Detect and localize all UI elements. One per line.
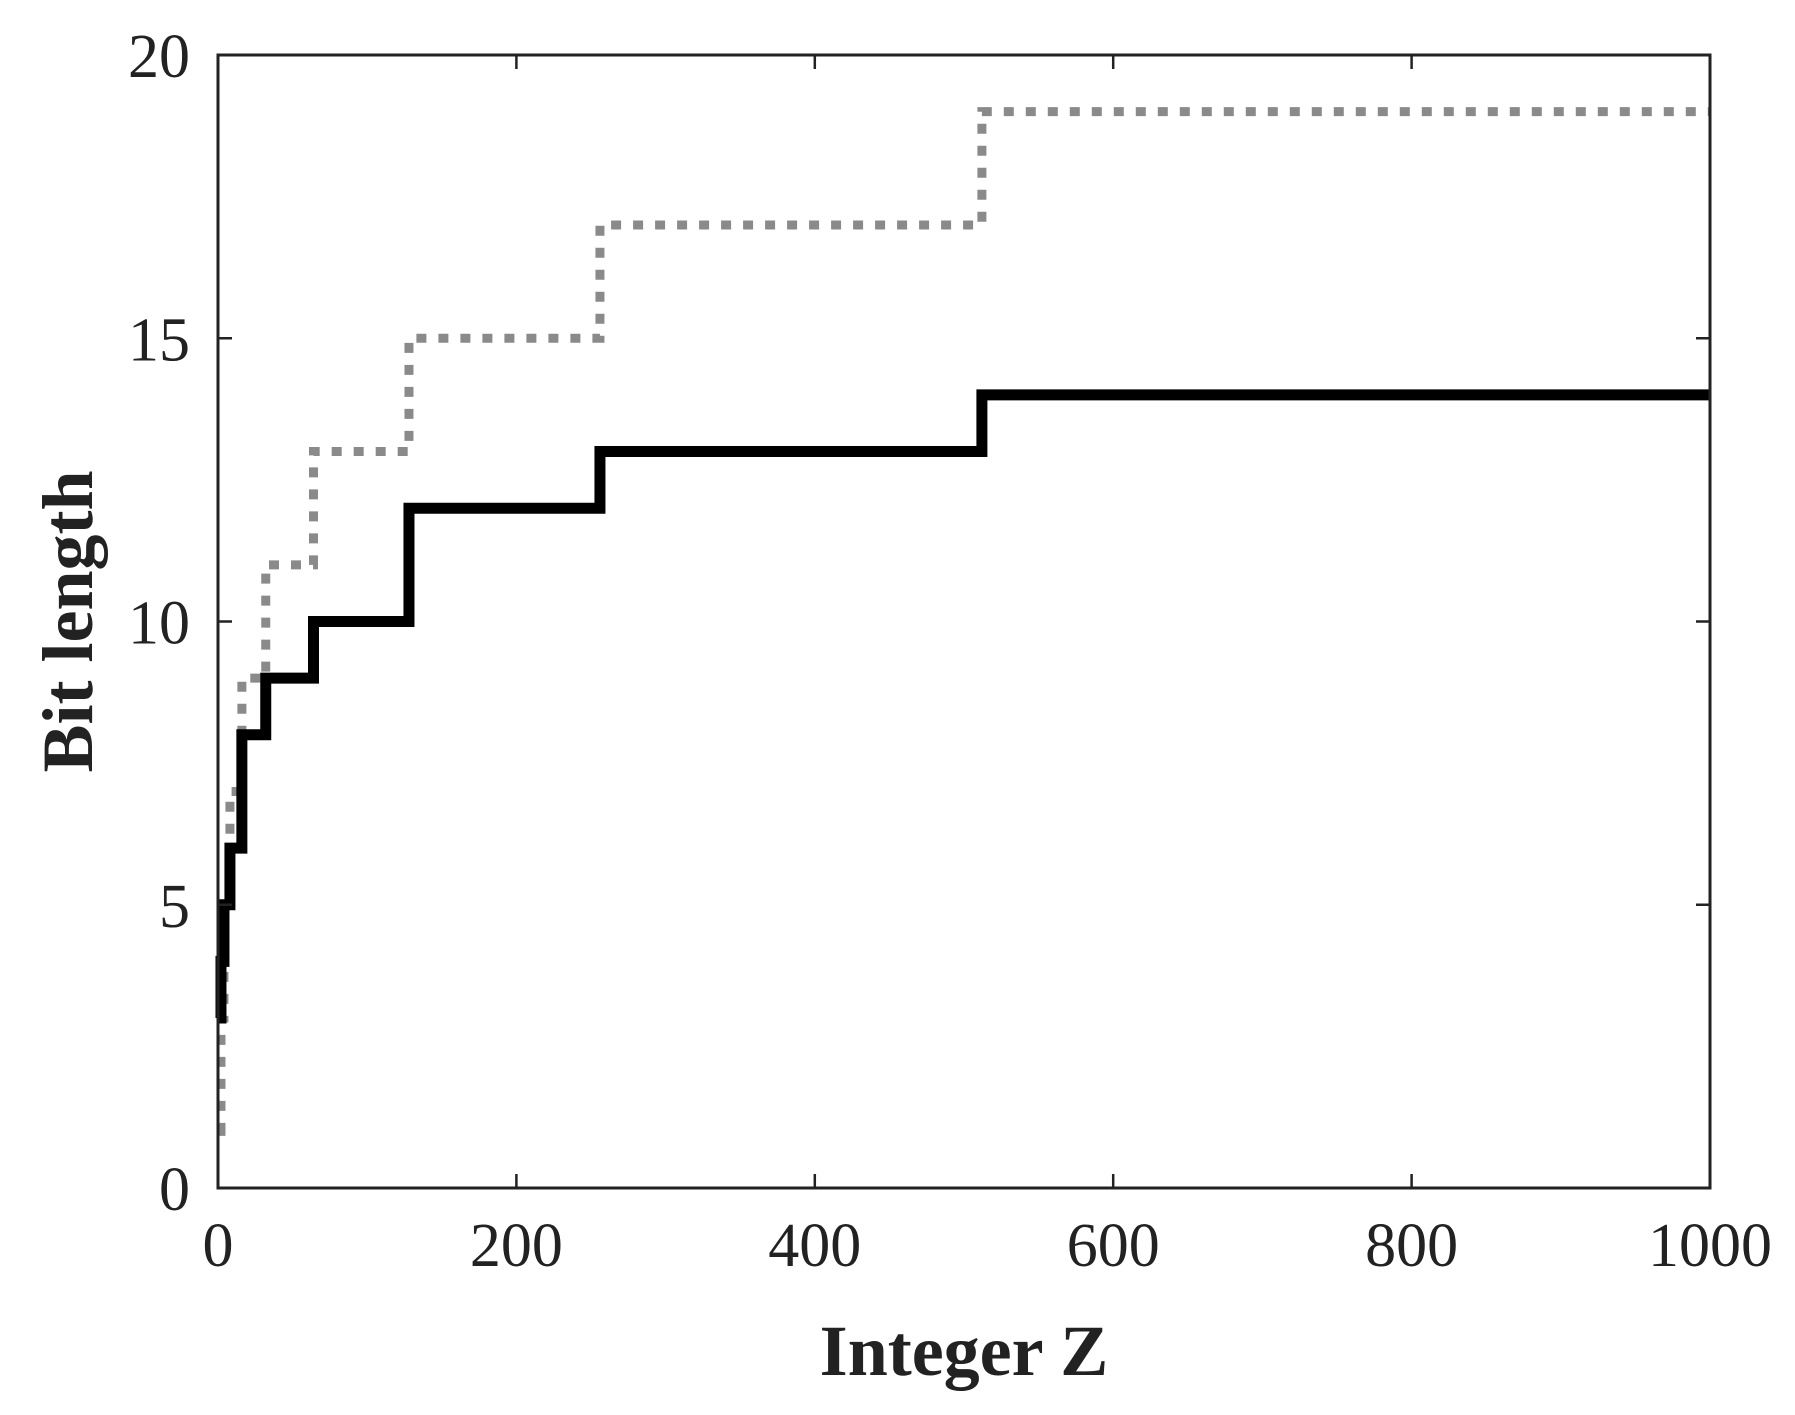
x-tick-label-3: 600 bbox=[1067, 1212, 1160, 1280]
y-tick-label-1: 5 bbox=[159, 873, 190, 941]
x-tick-label-2: 400 bbox=[768, 1212, 861, 1280]
y-axis-label: Bit length bbox=[28, 470, 108, 772]
series-dotted-line bbox=[216, 107, 1710, 1136]
series-layer bbox=[215, 107, 1710, 1136]
x-tick-label-4: 800 bbox=[1365, 1212, 1458, 1280]
x-tick-label-5: 1000 bbox=[1648, 1212, 1772, 1280]
x-axis-label: Integer Z bbox=[820, 1311, 1109, 1391]
x-tick-label-1: 200 bbox=[470, 1212, 563, 1280]
y-tick-label-3: 15 bbox=[128, 306, 190, 374]
ticks-layer: 0 200 400 600 800 1000 0 5 10 15 20 bbox=[128, 23, 1772, 1280]
series-solid-line bbox=[215, 389, 1710, 1024]
x-tick-label-0: 0 bbox=[203, 1212, 234, 1280]
y-tick-label-4: 20 bbox=[128, 23, 190, 91]
y-tick-label-0: 0 bbox=[159, 1156, 190, 1224]
y-tick-label-2: 10 bbox=[128, 590, 190, 658]
